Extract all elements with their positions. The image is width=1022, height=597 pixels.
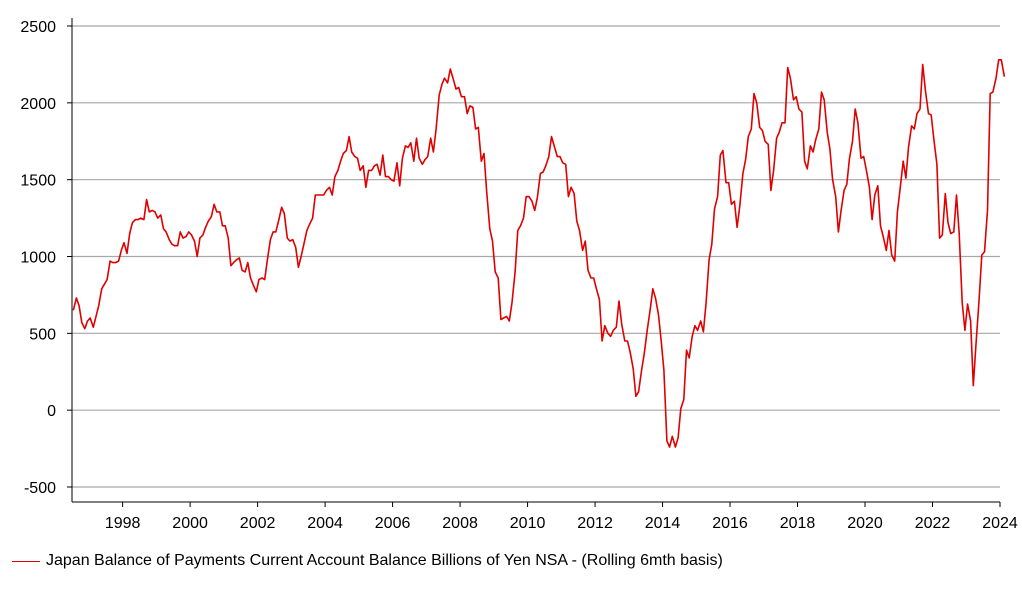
y-tick-label: 500: [29, 326, 56, 343]
x-tick-label: 2014: [645, 515, 681, 532]
tick-labels: -500 0 500 1000 1500 2000 2500 1998 2000 2002 2004…: [20, 19, 1017, 532]
legend-label: Japan Balance of Payments Current Accoun…: [46, 552, 723, 569]
x-tick-label: 2006: [375, 515, 411, 532]
x-tick-label: 2020: [847, 515, 883, 532]
series-line: [72, 59, 1006, 448]
y-tick-label: 2500: [20, 19, 56, 36]
axes: [67, 18, 1001, 507]
x-tick-label: 2024: [982, 515, 1018, 532]
gridlines: [72, 25, 1000, 488]
x-tick-label: 2022: [915, 515, 951, 532]
y-tick-label: 1500: [20, 173, 56, 190]
x-tick-label: 2004: [307, 515, 343, 532]
x-tick-label: 2000: [172, 515, 208, 532]
x-tick-label: 2012: [577, 515, 613, 532]
x-tick-label: 2010: [510, 515, 546, 532]
x-tick-label: 2018: [780, 515, 816, 532]
series-layer: [72, 59, 1006, 448]
y-tick-label: -500: [24, 480, 56, 497]
x-tick-label: 1998: [105, 515, 141, 532]
y-tick-label: 0: [47, 403, 56, 420]
legend-line-swatch: [12, 560, 40, 562]
x-tick-label: 2008: [442, 515, 478, 532]
legend: Japan Balance of Payments Current Accoun…: [12, 552, 723, 570]
y-tick-label: 1000: [20, 250, 56, 267]
y-tick-label: 2000: [20, 96, 56, 113]
x-tick-label: 2002: [240, 515, 276, 532]
x-tick-label: 2016: [712, 515, 748, 532]
